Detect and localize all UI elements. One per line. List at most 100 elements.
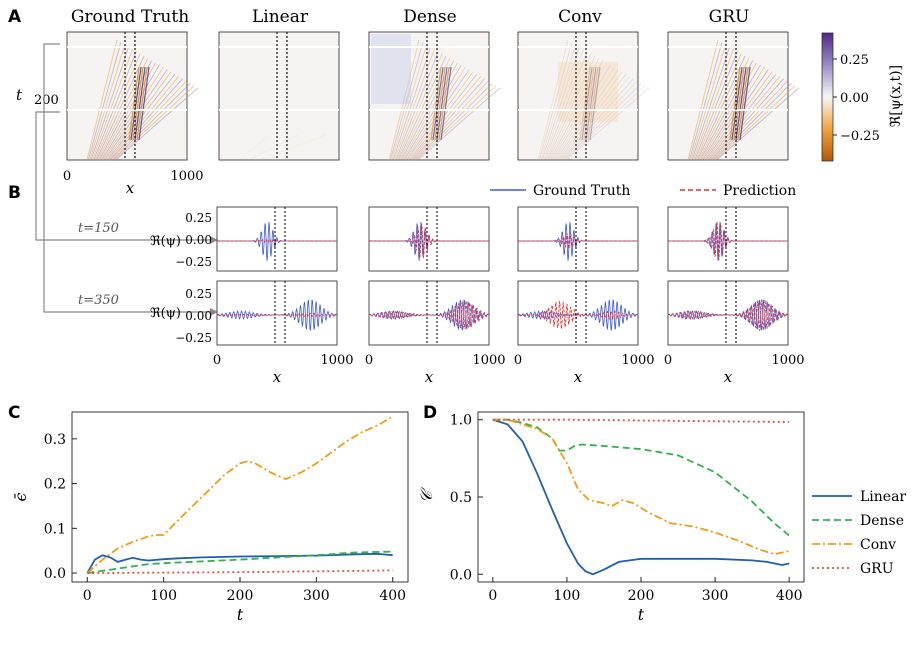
wave-streak: [248, 134, 298, 161]
series-line-linear: [492, 418, 790, 576]
title-dense: Dense: [403, 7, 456, 27]
wave-packet: [729, 66, 741, 141]
wave-packet: [579, 66, 591, 141]
legend-d-label-linear: Linear: [860, 489, 906, 505]
y-tick-label: 0.0: [450, 567, 472, 583]
error-region: [558, 62, 618, 122]
colorbar-tick-label: 0.25: [840, 53, 869, 68]
snapshot-xtick-1000: 1000: [320, 353, 353, 368]
wave-streak: [93, 51, 137, 161]
wave-streak: [409, 73, 478, 161]
wave-streak: [538, 42, 573, 161]
heatmap-xlabel: x: [126, 179, 135, 197]
wave-packet: [134, 66, 146, 141]
wave-streak: [691, 46, 731, 161]
wave-streak: [113, 85, 195, 161]
snapshot-xlabel: x: [273, 368, 282, 386]
wave-streak: [556, 71, 623, 161]
wave-streak: [101, 64, 160, 161]
wave-packet: [434, 66, 446, 141]
wave-streak: [560, 78, 635, 161]
wave-streak: [109, 78, 184, 161]
snapshot-xlabel: x: [724, 368, 733, 386]
error-region: [371, 34, 411, 104]
wave-packet: [436, 66, 448, 141]
wave-streak: [108, 76, 180, 161]
wave-streak: [96, 55, 145, 161]
x-tick-label: 0: [488, 588, 497, 604]
wave-streak: [688, 42, 723, 161]
wave-streak: [91, 48, 133, 161]
series-line-gru: [87, 569, 393, 574]
x-tick-label: 100: [150, 588, 177, 604]
y-axis-label: ϵ̄: [11, 492, 30, 501]
wave-streak: [86, 39, 118, 161]
y-tick-label: 0.2: [44, 477, 66, 493]
y-axis-label: 𝒞: [417, 487, 436, 503]
wave-streak: [541, 46, 581, 161]
snap-ytick: 0.25: [185, 211, 212, 225]
wave-streak: [714, 85, 796, 161]
title-linear: Linear: [252, 7, 309, 27]
snap-ytick: 0.25: [185, 287, 212, 301]
pred-wave-line: [518, 232, 638, 250]
wave-streak: [398, 55, 447, 161]
wave-streak: [389, 42, 424, 161]
panel-label-a: A: [8, 7, 22, 27]
snapshot-dense-t350: [368, 280, 490, 346]
snapshot-xtick-1000: 1000: [472, 353, 505, 368]
series-line-conv: [86, 415, 394, 574]
x-tick-label: 200: [227, 588, 254, 604]
wave-streak: [562, 80, 638, 161]
wave-packet: [587, 66, 599, 141]
wave-streak: [537, 39, 569, 161]
wave-streak: [87, 42, 122, 161]
title-gru: GRU: [709, 7, 750, 27]
plot-frame: [477, 411, 805, 583]
snapshot-ylabel-350: ℜ(ψ): [150, 306, 181, 321]
panel-label-c: C: [8, 403, 20, 423]
wave-streak: [558, 73, 627, 161]
pred-wave-line: [667, 299, 789, 331]
wave-streak: [112, 82, 191, 161]
wave-streak: [695, 53, 742, 161]
snapshot-linear-t150: [216, 206, 338, 272]
wave-streak: [544, 51, 588, 161]
snapshot-dense-t150: [368, 206, 490, 272]
wave-streak: [563, 82, 642, 161]
legend-d-label-gru: GRU: [860, 561, 894, 577]
wave-packet: [581, 66, 593, 141]
x-axis-label: t: [638, 605, 645, 624]
wave-streak: [393, 48, 435, 161]
heatmap-dense: [368, 31, 501, 161]
wave-streak: [697, 55, 746, 161]
series-line-conv: [492, 418, 790, 556]
snapshot-xtick-0: 0: [365, 353, 373, 368]
panel-label-d: D: [423, 403, 437, 423]
x-axis-label: t: [237, 605, 244, 624]
legend-d-label-conv: Conv: [860, 537, 896, 553]
time-label-350: t=350: [78, 293, 119, 308]
wave-packet: [128, 66, 140, 141]
snap-ytick: 0.00: [185, 233, 212, 247]
pred-wave-line: [368, 300, 490, 329]
x-tick-label: 400: [776, 588, 803, 604]
snapshot-xtick-1000: 1000: [771, 353, 804, 368]
snapshot-gru-t350: [667, 280, 789, 346]
wave-streak: [687, 39, 719, 161]
snap-ytick: 0.00: [185, 309, 212, 323]
heatmap-row: [66, 31, 800, 161]
wave-packet: [733, 66, 745, 141]
snapshot-xlabel: x: [574, 368, 583, 386]
title-ground-truth: Ground Truth: [71, 7, 189, 27]
wave-streak: [388, 39, 420, 161]
wave-streak: [410, 76, 482, 161]
snapshot-xlabel: x: [425, 368, 434, 386]
x-tick-label: 400: [379, 588, 406, 604]
snapshot-ylabel-150: ℜ(ψ): [150, 234, 181, 249]
wave-streak: [392, 46, 432, 161]
legend-d: Linear Dense Conv GRU: [812, 489, 906, 577]
wave-streak: [540, 44, 577, 161]
wave-streak: [100, 62, 157, 161]
